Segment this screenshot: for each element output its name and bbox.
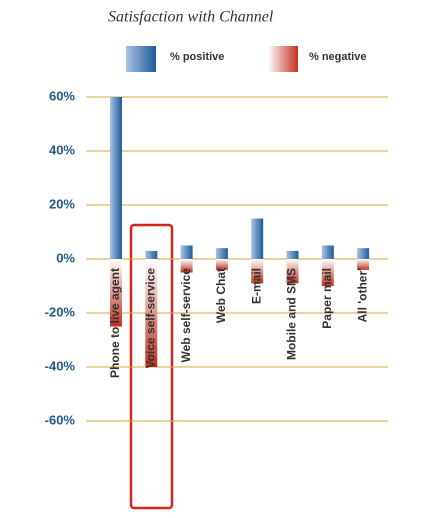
- x-tick-label: All 'other': [355, 268, 369, 323]
- y-tick-label: 40%: [49, 142, 75, 157]
- y-tick-label: 60%: [49, 88, 75, 103]
- bar: [321, 259, 334, 286]
- bar: [180, 245, 193, 259]
- bar: [286, 250, 299, 259]
- bar: [321, 245, 334, 259]
- legend-swatch: [268, 46, 298, 72]
- bar: [251, 218, 264, 259]
- legend-label: % positive: [170, 51, 224, 63]
- x-tick-label: Phone to live agent: [108, 268, 122, 378]
- bar: [251, 259, 264, 284]
- chart-title: Satisfaction with Channel: [108, 9, 274, 26]
- bar: [145, 250, 158, 259]
- x-tick-label: E-mail: [249, 268, 263, 304]
- bar: [357, 248, 370, 259]
- bar: [110, 259, 122, 327]
- y-tick-label: -40%: [45, 358, 76, 373]
- y-tick-label: 20%: [49, 196, 75, 211]
- bar: [357, 259, 370, 270]
- y-tick-label: -60%: [45, 412, 76, 427]
- x-tick-label: Voice self-service: [143, 268, 157, 369]
- legend-label: % negative: [309, 51, 366, 63]
- bar: [180, 259, 193, 273]
- bar: [145, 259, 158, 367]
- legend-swatch: [126, 46, 156, 72]
- bar: [215, 248, 228, 259]
- x-tick-label: Paper mail: [320, 268, 334, 329]
- bar: [110, 97, 122, 259]
- bar: [286, 259, 299, 284]
- y-tick-label: -20%: [45, 304, 76, 319]
- x-tick-label: Web self-service: [179, 268, 193, 363]
- x-tick-label: Mobile and SMS: [285, 268, 299, 360]
- x-tick-label: Web Chat: [214, 268, 228, 323]
- y-tick-label: 0%: [56, 250, 75, 265]
- bar: [215, 259, 228, 270]
